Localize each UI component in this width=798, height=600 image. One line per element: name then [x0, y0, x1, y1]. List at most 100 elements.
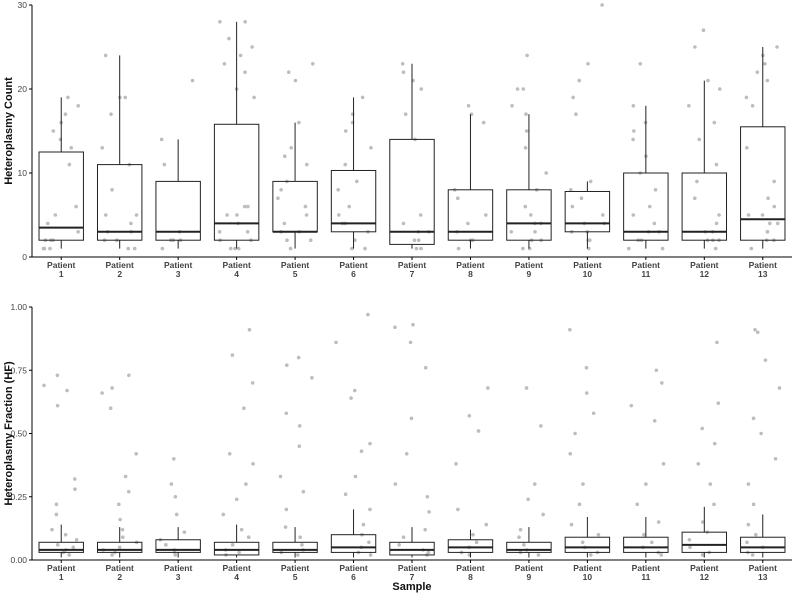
data-point [713, 246, 718, 251]
data-point [750, 553, 755, 557]
data-point [753, 327, 757, 332]
x-tick-label: 6 [351, 572, 356, 582]
x-tick-label: 10 [583, 572, 593, 582]
data-point [126, 246, 131, 251]
data-point [486, 386, 490, 390]
x-tick-label: 8 [468, 269, 473, 279]
data-point [509, 230, 514, 234]
data-point [360, 95, 365, 100]
data-point [426, 550, 431, 555]
data-point [484, 213, 488, 217]
x-tick-label: Patient [398, 260, 427, 270]
data-point [368, 553, 373, 557]
data-point [123, 95, 128, 100]
data-point [174, 512, 179, 517]
x-tick-label: Patient [749, 563, 778, 573]
data-point [108, 406, 113, 411]
x-tick-label: Patient [281, 260, 310, 270]
data-point [522, 543, 526, 547]
data-point [53, 213, 58, 217]
box-iqr [623, 172, 669, 241]
data-point [484, 522, 489, 527]
data-point [235, 213, 239, 217]
data-point [588, 179, 593, 184]
data-point [71, 545, 76, 550]
data-point [353, 474, 358, 479]
data-point [397, 543, 401, 547]
data-point [218, 20, 222, 24]
data-point [466, 104, 471, 108]
y-tick-label: 0.75 [10, 365, 27, 375]
data-point [700, 426, 704, 431]
data-point [577, 502, 582, 507]
data-point [524, 129, 529, 133]
data-point [581, 482, 585, 486]
x-tick-label: Patient [164, 563, 193, 573]
x-tick-label: Patient [47, 260, 76, 270]
data-point [109, 112, 113, 116]
data-point [350, 246, 354, 251]
data-point [282, 221, 287, 226]
data-point [228, 246, 233, 251]
data-point [408, 340, 413, 345]
data-point [278, 474, 283, 479]
data-point [569, 522, 574, 527]
data-point [74, 204, 78, 209]
data-point [160, 246, 165, 251]
box-iqr [330, 169, 377, 233]
data-point [693, 45, 697, 49]
data-point [343, 162, 348, 167]
data-point [544, 171, 549, 175]
x-tick-label: Patient [281, 563, 310, 573]
box-iqr [38, 151, 84, 241]
box-iqr [155, 539, 201, 553]
data-point [76, 230, 80, 234]
x-tick-label: 11 [641, 572, 650, 582]
data-point [749, 246, 754, 251]
x-tick-label: Patient [456, 260, 485, 270]
data-point [708, 482, 713, 486]
data-point [305, 162, 309, 167]
data-point [586, 246, 591, 251]
data-point [297, 424, 302, 428]
data-point [243, 70, 247, 74]
data-point [234, 497, 239, 502]
data-point [529, 213, 533, 217]
data-point [632, 129, 636, 133]
data-point [245, 230, 250, 234]
data-point [568, 451, 573, 456]
data-point [67, 162, 72, 167]
data-point [401, 221, 406, 226]
box-iqr [506, 541, 552, 553]
box-iqr [96, 164, 143, 241]
x-tick-label: 2 [117, 572, 122, 582]
x-tick-label: 1 [59, 572, 64, 582]
data-point [697, 137, 702, 142]
data-point [579, 196, 584, 200]
data-point [369, 146, 373, 150]
data-point [648, 204, 652, 209]
data-point [715, 340, 719, 345]
data-point [688, 545, 692, 550]
data-point [745, 540, 749, 545]
data-point [695, 179, 699, 184]
data-point [300, 543, 304, 547]
data-point [763, 62, 767, 66]
data-point [361, 522, 366, 527]
data-point [626, 246, 631, 251]
data-point [221, 512, 226, 517]
x-tick-label: 11 [641, 269, 650, 279]
box-iqr [564, 190, 611, 233]
data-point [129, 221, 133, 226]
y-tick-label: 0.25 [10, 492, 27, 502]
x-tick-label: 12 [700, 269, 710, 279]
data-point [110, 386, 114, 390]
data-point [644, 482, 648, 486]
x-tick-label: Patient [339, 563, 368, 573]
data-point [304, 213, 309, 217]
data-point [414, 246, 419, 251]
data-point [754, 532, 758, 537]
box-iqr [447, 189, 494, 241]
data-point [768, 221, 772, 226]
data-point [162, 162, 167, 167]
